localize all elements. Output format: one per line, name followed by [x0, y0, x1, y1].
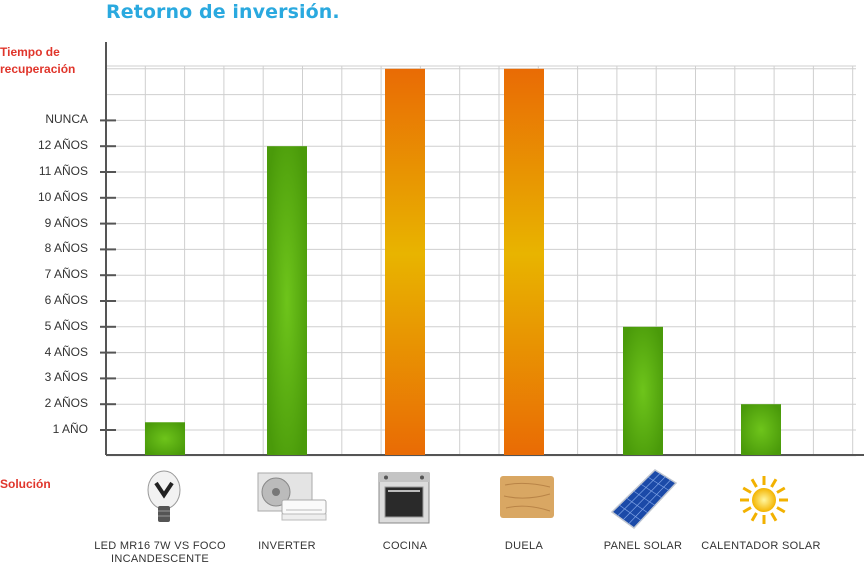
category-label: DUELA: [504, 540, 544, 552]
sun-icon: [740, 476, 788, 524]
category-label: INVERTER: [258, 540, 316, 552]
grid: [106, 65, 856, 457]
light-bulb-icon: [147, 470, 181, 522]
air-conditioner-icon: [257, 472, 327, 521]
y-tick-label: 5 AÑOS: [44, 318, 88, 333]
category-icons: [147, 469, 788, 529]
bar: [385, 68, 425, 456]
y-tick-label: 11 AÑOS: [38, 164, 88, 178]
solar-panel-icon: [610, 469, 678, 529]
y-axis-label: Tiempo de recuperación: [0, 45, 76, 76]
chart-title: Retorno de inversión.: [106, 1, 340, 23]
y-tick-label: 8 AÑOS: [44, 241, 88, 256]
y-tick-label: 12 AÑOS: [37, 138, 88, 153]
bar: [741, 404, 781, 455]
wood-floor-icon: [500, 476, 554, 518]
bar: [145, 422, 185, 455]
y-tick-label: 10 AÑOS: [37, 189, 88, 204]
y-tick-label: 4 AÑOS: [44, 344, 88, 359]
y-tick-label: 2 AÑOS: [44, 396, 88, 411]
y-tick-label: 6 AÑOS: [44, 293, 88, 307]
bar: [267, 146, 307, 455]
category-label: LED MR16 7W VS FOCO INCANDESCENTE: [94, 540, 226, 565]
y-tick-label: NUNCA: [45, 112, 88, 127]
y-tick-label: 3 AÑOS: [44, 370, 88, 385]
y-tick-label: 9 AÑOS: [44, 215, 88, 230]
category-label: COCINA: [382, 540, 428, 552]
oven-icon: [378, 472, 430, 524]
y-tick-label: 7 AÑOS: [44, 267, 88, 282]
x-axis-label: Solución: [0, 477, 51, 491]
category-label: CALENTADOR SOLAR: [701, 540, 821, 552]
category-label: PANEL SOLAR: [603, 540, 683, 552]
bar: [623, 326, 663, 455]
bar: [504, 68, 544, 456]
y-tick-label: 1 AÑO: [52, 422, 88, 436]
